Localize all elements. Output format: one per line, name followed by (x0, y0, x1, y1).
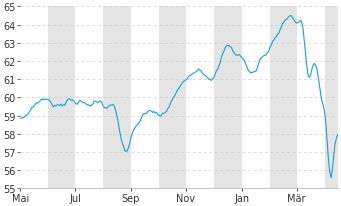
Bar (159, 7, 186, 188)
Bar (103, 7, 131, 188)
Bar (214, 7, 242, 188)
Bar (270, 7, 297, 188)
Bar (48, 7, 75, 188)
Bar (325, 7, 339, 188)
